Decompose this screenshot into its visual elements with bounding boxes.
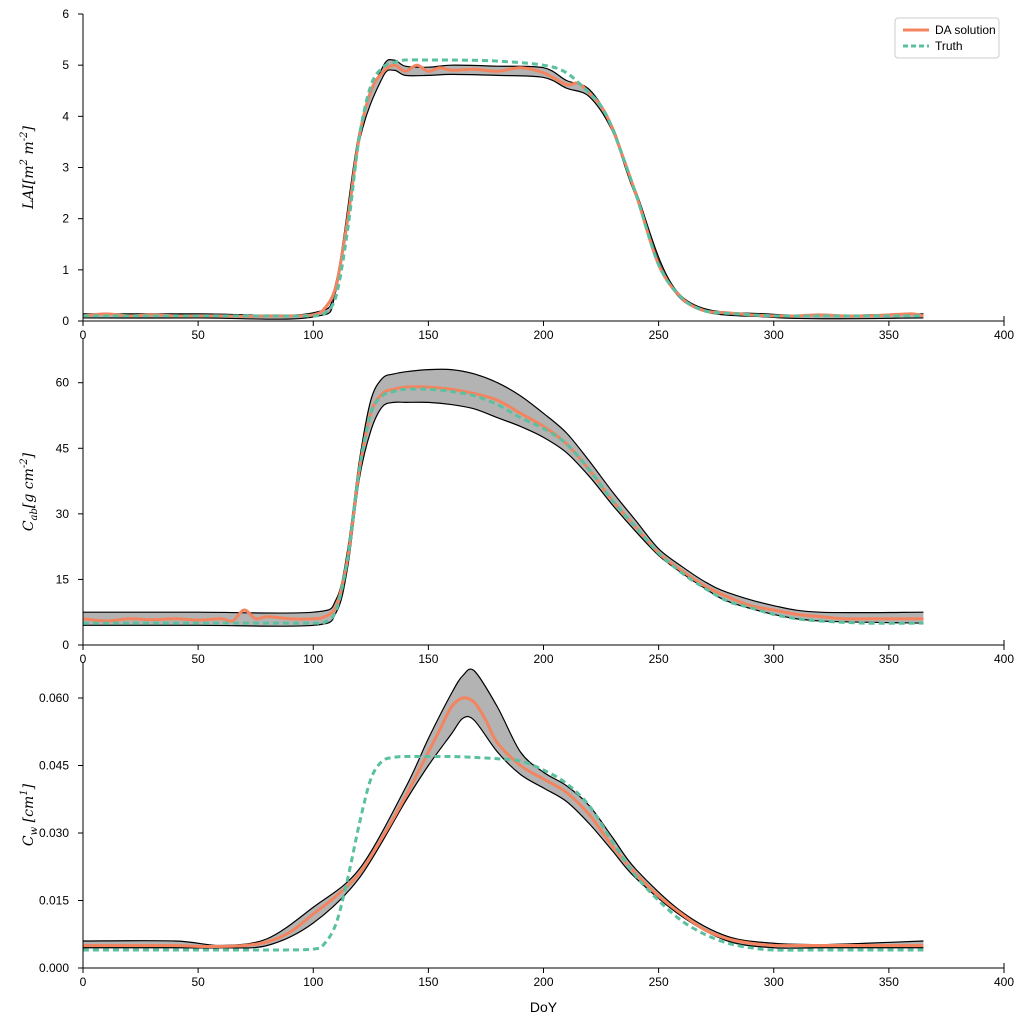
y-axis-label-part: [g cm	[21, 468, 37, 508]
truth-line-3	[82, 754, 924, 952]
y-tick-label-3-4: 0.060	[39, 691, 69, 705]
y-tick-label-2-4: 60	[56, 376, 70, 390]
x-tick-label-2-0: 0	[80, 652, 87, 666]
x-tick-label-1-3: 150	[418, 328, 438, 342]
y-tick-label-2-1: 15	[56, 572, 70, 586]
y-tick-label-2-0: 0	[62, 638, 69, 652]
x-tick-label-3-5: 250	[649, 975, 669, 989]
y-axis-label-part: C	[21, 520, 37, 531]
y-axis-label-3: Cw [cm1]	[19, 783, 40, 846]
band-lower-edge-1	[82, 69, 924, 320]
y-tick-label-3-3: 0.045	[39, 759, 69, 773]
y-tick-label-2-2: 30	[56, 507, 70, 521]
x-tick-label-3-8: 400	[994, 975, 1014, 989]
band-upper-edge-3	[82, 668, 924, 947]
x-tick-label-3-4: 200	[533, 975, 553, 989]
y-axis-label-part: [cm	[21, 796, 37, 827]
y-axis-label-part: ]	[21, 783, 37, 790]
legend-label-da-solution: DA solution	[935, 23, 996, 37]
y-tick-label-1-3: 3	[62, 161, 69, 175]
y-axis-label-part: C	[21, 835, 37, 846]
x-tick-label-1-5: 250	[649, 328, 669, 342]
y-axis-label-part: -2	[19, 458, 30, 468]
y-tick-label-1-2: 2	[62, 212, 69, 226]
y-axis-label-2: Cab[g cm-2]	[19, 452, 40, 531]
x-tick-label-1-6: 300	[764, 328, 784, 342]
da-solution-line-3	[82, 696, 924, 949]
band-lower-edge-2	[83, 401, 924, 627]
y-axis-label-part: 2	[19, 159, 30, 166]
y-axis-label-part: LAI[m	[21, 165, 37, 210]
x-tick-label-3-7: 350	[879, 975, 899, 989]
y-tick-label-1-6: 6	[62, 7, 69, 21]
x-tick-label-1-2: 100	[303, 328, 323, 342]
uncertainty-band-1	[83, 59, 924, 320]
x-tick-label-2-1: 50	[191, 652, 205, 666]
y-tick-label-3-1: 0.015	[39, 894, 69, 908]
da-solution-line-2	[82, 385, 924, 623]
x-tick-label-1-1: 50	[191, 328, 205, 342]
x-tick-label-3-1: 50	[191, 975, 205, 989]
y-tick-label-2-3: 45	[56, 441, 70, 455]
panel-2: 0 15 30 45 60 0 50 100 150 200 250 300 350 400 Cab[g c…	[19, 339, 1014, 666]
x-tick-label-2-3: 150	[418, 652, 438, 666]
band-lower-edge-3	[83, 715, 924, 949]
x-tick-label-3-6: 300	[764, 975, 784, 989]
x-axis-label-3: DoY	[530, 999, 558, 1015]
legend-box	[894, 17, 1000, 59]
band-upper-edge-1	[82, 58, 924, 317]
y-axis-label-part: ]	[21, 452, 37, 459]
legend: DA solution Truth	[894, 17, 1000, 59]
x-tick-label-2-6: 300	[764, 652, 784, 666]
x-tick-label-1-0: 0	[80, 328, 87, 342]
y-axis-label-1: LAI[m2 m-2]	[19, 125, 37, 210]
x-tick-label-3-2: 100	[303, 975, 323, 989]
truth-line-2	[82, 387, 924, 625]
x-tick-label-1-8: 400	[994, 328, 1014, 342]
x-tick-label-1-4: 200	[533, 328, 553, 342]
x-tick-label-2-7: 350	[879, 652, 899, 666]
x-tick-label-2-4: 200	[533, 652, 553, 666]
x-tick-label-3-3: 150	[418, 975, 438, 989]
y-axis-label-part: m	[21, 141, 37, 159]
legend-label-truth: Truth	[935, 39, 963, 53]
y-tick-label-1-1: 1	[62, 263, 69, 277]
uncertainty-band-3	[83, 669, 924, 949]
y-axis-label-part: ]	[21, 125, 37, 132]
truth-line-1	[83, 58, 924, 318]
x-tick-label-2-2: 100	[303, 652, 323, 666]
x-tick-label-2-8: 400	[994, 652, 1014, 666]
y-axis-label-part: 1	[19, 789, 30, 795]
y-tick-label-1-5: 5	[62, 58, 69, 72]
x-tick-label-1-7: 350	[879, 328, 899, 342]
y-axis-label-part: w	[29, 826, 40, 835]
y-axis-label-part: -2	[19, 131, 30, 141]
x-tick-label-3-0: 0	[80, 975, 87, 989]
x-tick-label-2-5: 250	[649, 652, 669, 666]
y-tick-label-1-0: 0	[62, 314, 69, 328]
da-solution-line-1	[82, 63, 924, 318]
y-tick-label-3-0: 0.000	[39, 961, 69, 975]
uncertainty-band-2	[83, 369, 924, 627]
y-tick-label-1-4: 4	[62, 109, 69, 123]
y-axis-label-part: ab	[29, 508, 40, 520]
panel-3: 0.000 0.015 0.030 0.045 0.060 0 50 100 150 200 250…	[19, 662, 1014, 1015]
y-tick-label-3-2: 0.030	[39, 826, 69, 840]
